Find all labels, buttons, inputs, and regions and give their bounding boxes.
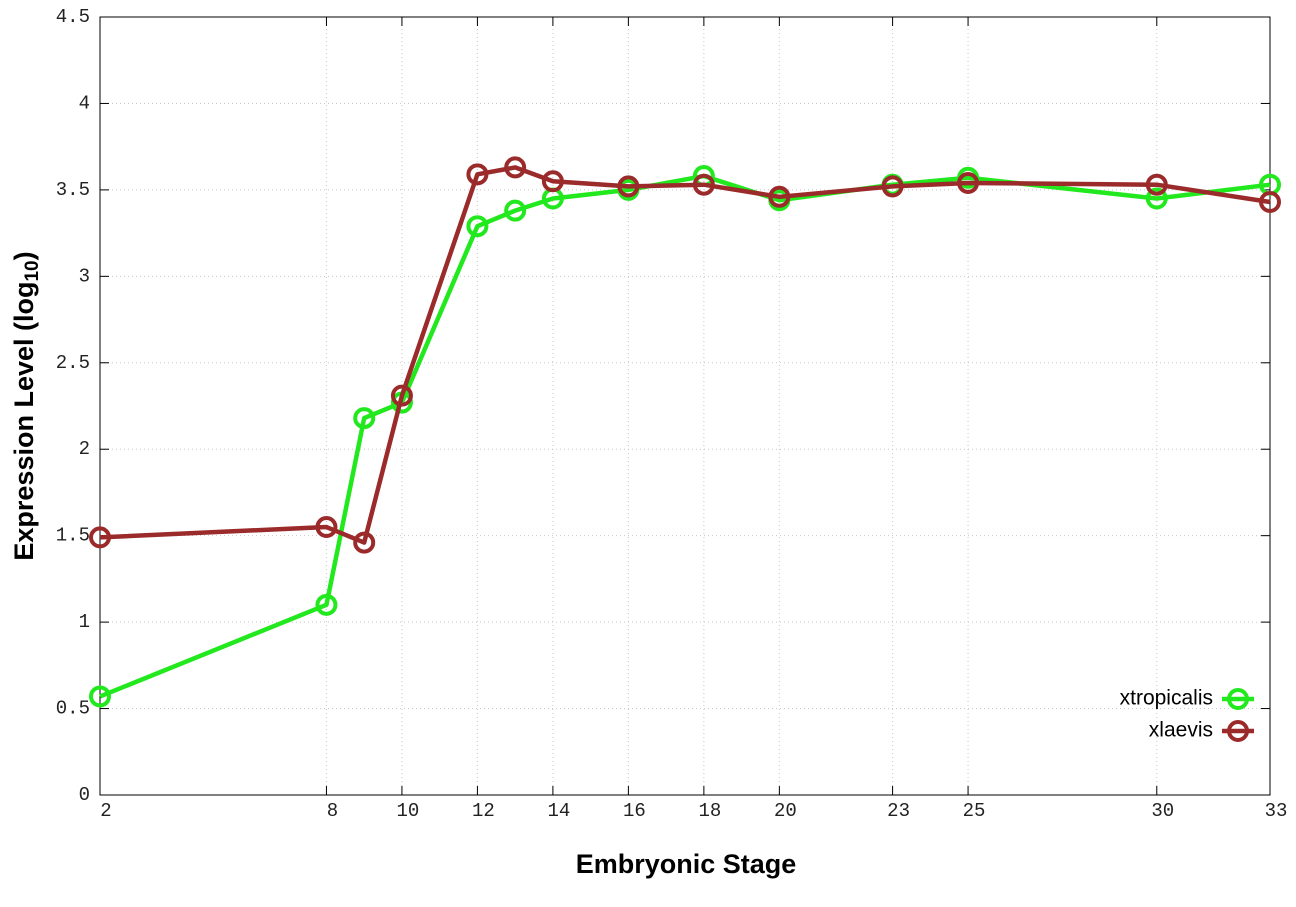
y-tick-label: 3 bbox=[79, 265, 90, 287]
data-point bbox=[353, 531, 376, 554]
x-tick-label: 23 bbox=[887, 800, 910, 822]
data-point bbox=[504, 199, 527, 222]
legend: xtropicalis xlaevis bbox=[1120, 687, 1254, 742]
y-tick-label: 2.5 bbox=[56, 352, 90, 374]
data-point bbox=[89, 526, 111, 549]
data-point bbox=[541, 170, 564, 193]
x-tick-label: 12 bbox=[472, 800, 495, 822]
y-tick-label: 1 bbox=[79, 611, 90, 633]
data-point bbox=[353, 407, 376, 430]
data-point bbox=[504, 156, 527, 179]
data-point bbox=[1145, 173, 1168, 196]
y-axis-title-sub: 10 bbox=[22, 260, 43, 281]
x-tick-label: 14 bbox=[547, 800, 570, 822]
data-point bbox=[768, 185, 791, 208]
data-point bbox=[617, 175, 640, 198]
data-point bbox=[390, 384, 413, 407]
x-tick-label: 20 bbox=[774, 800, 797, 822]
data-point bbox=[315, 516, 338, 539]
x-tick-label: 8 bbox=[327, 800, 338, 822]
x-tick-label: 16 bbox=[623, 800, 646, 822]
legend-marker bbox=[1227, 688, 1249, 710]
series-line bbox=[99, 165, 1271, 545]
y-axis-title: Expression Level (log10) bbox=[9, 251, 43, 560]
data-point bbox=[89, 685, 111, 708]
data-point bbox=[692, 173, 715, 196]
legend-marker bbox=[1227, 720, 1249, 742]
x-tick-label: 2 bbox=[100, 800, 111, 822]
y-axis-title-end: ) bbox=[9, 251, 39, 260]
x-tick-label: 30 bbox=[1151, 800, 1174, 822]
data-point bbox=[1259, 190, 1281, 213]
plot-frame bbox=[99, 16, 1271, 796]
legend-label: xlaevis bbox=[1149, 719, 1213, 742]
data-point bbox=[1145, 187, 1168, 210]
data-point bbox=[315, 593, 338, 616]
x-tick-label: 25 bbox=[963, 800, 986, 822]
y-tick-label: 3.5 bbox=[56, 179, 90, 201]
data-point bbox=[881, 175, 904, 198]
y-axis-title-main: Expression Level (log bbox=[9, 282, 39, 561]
x-tick-label: 18 bbox=[698, 800, 721, 822]
y-tick-label: 0.5 bbox=[56, 698, 90, 720]
y-tick-label: 1.5 bbox=[56, 525, 90, 547]
x-axis-title: Embryonic Stage bbox=[576, 849, 797, 879]
y-tick-label: 0 bbox=[79, 784, 90, 806]
data-point bbox=[466, 215, 489, 238]
series-line bbox=[99, 173, 1271, 699]
y-tick-label: 2 bbox=[79, 438, 90, 460]
y-tick-label: 4.5 bbox=[56, 6, 90, 28]
legend-label: xtropicalis bbox=[1120, 687, 1213, 710]
y-tick-label: 4 bbox=[79, 92, 90, 114]
data-point bbox=[957, 171, 980, 194]
x-tick-label: 33 bbox=[1265, 800, 1288, 822]
data-point bbox=[466, 163, 489, 186]
x-tick-label: 10 bbox=[397, 800, 420, 822]
